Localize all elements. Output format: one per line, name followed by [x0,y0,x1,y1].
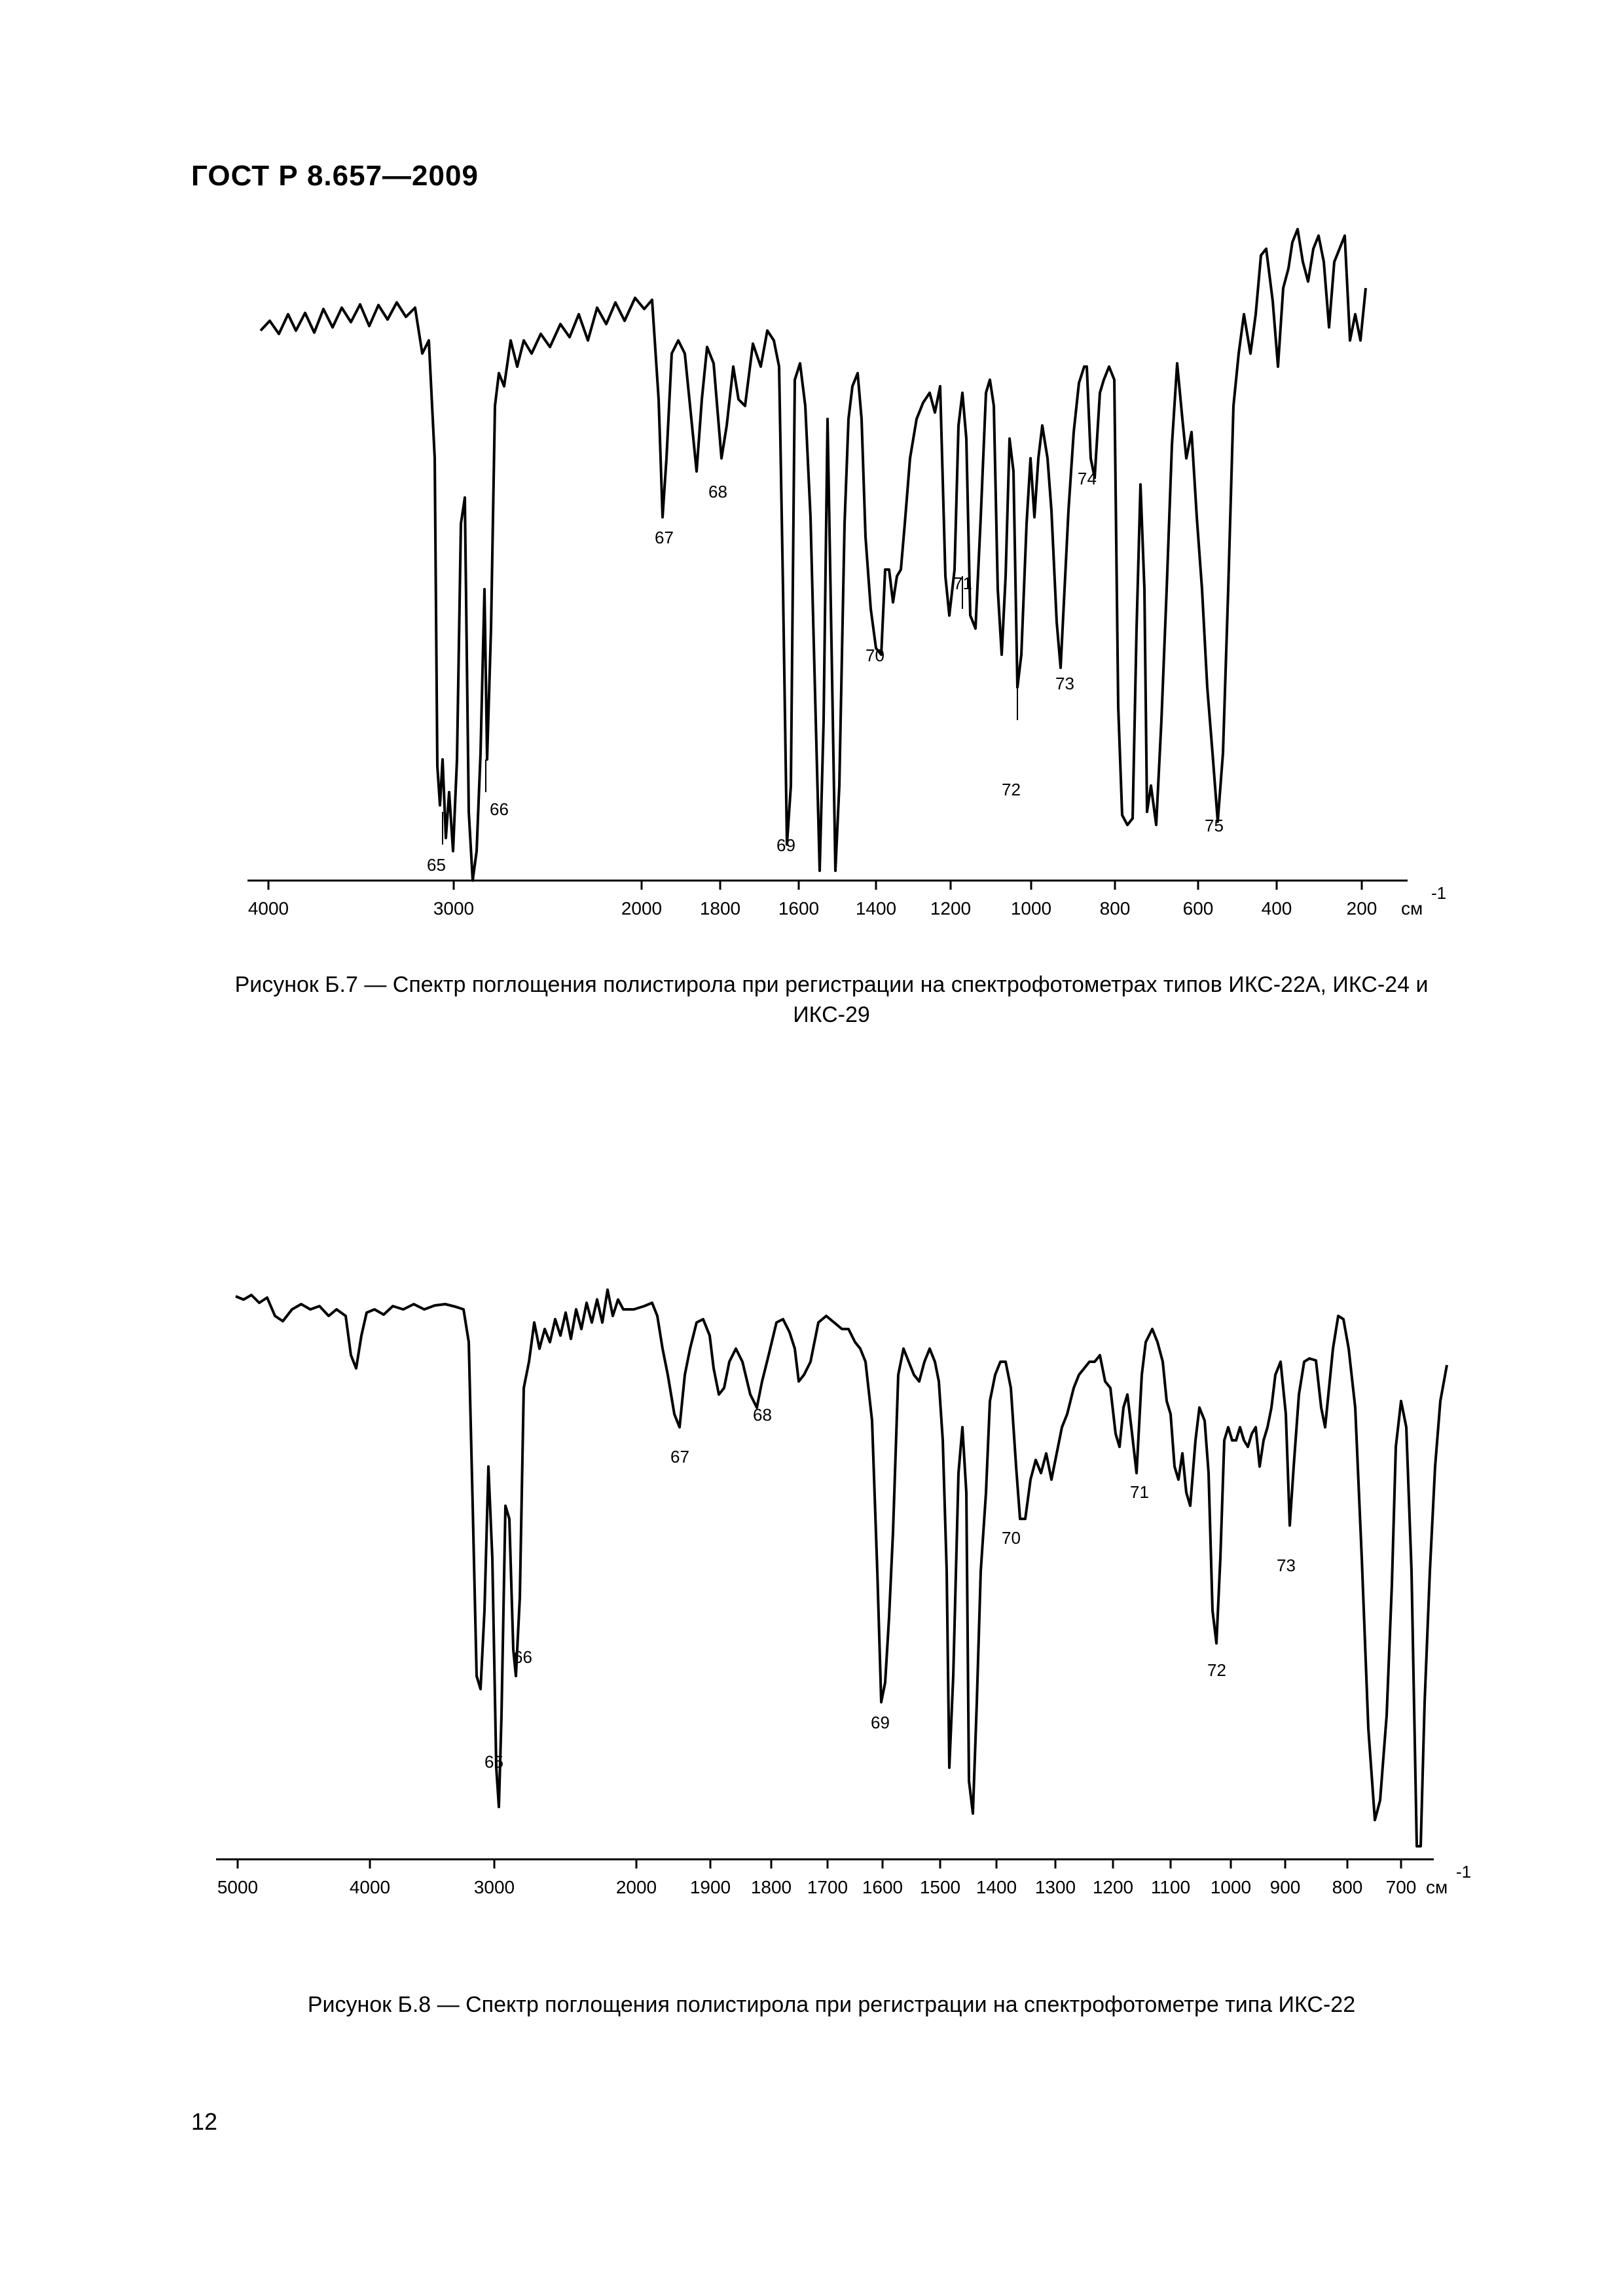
figure-caption-b8: Рисунок Б.8 — Спектр поглощения полистир… [307,1992,1356,2017]
peak-label: 72 [1207,1660,1226,1680]
x-tick-label: 400 [1262,898,1292,919]
x-tick-label: 2000 [621,898,662,919]
x-unit-label: см [1426,1877,1448,1897]
peak-marker: 70 [866,646,884,665]
peak-label: 66 [513,1647,532,1667]
x-tick-label: 900 [1270,1877,1301,1897]
peak-marker: 66 [513,1647,532,1667]
peak-label: 65 [484,1752,503,1772]
peak-marker: 71 [1130,1482,1149,1502]
x-tick-label: 1400 [976,1877,1017,1897]
x-tick-label: 1400 [856,898,896,919]
x-tick-label: 3000 [474,1877,515,1897]
spectrum-figure-b8: 65 66 67 68 69 70 71 72 73 5000 4000 3000 2000 1900 1… [216,1288,1471,1897]
figure-caption-b7: Рисунок Б.7 — Спектр поглощения полистир… [234,972,1429,1027]
peak-label: 67 [655,528,674,547]
x-tick-label: 1700 [807,1877,848,1897]
peak-label: 72 [1002,780,1021,799]
x-tick-label: 1200 [930,898,971,919]
peak-marker: 73 [1055,674,1074,693]
peak-marker: 74 [1078,469,1097,488]
x-unit-label: см [1401,898,1423,919]
peak-label: 73 [1055,674,1074,693]
x-tick-label: 1800 [751,1877,792,1897]
peak-marker: 68 [708,482,727,501]
x-tick-label: 1200 [1093,1877,1133,1897]
x-tick-label: 1600 [862,1877,903,1897]
x-tick-label: 1900 [690,1877,731,1897]
x-tick-label: 1800 [700,898,740,919]
peak-label: 70 [1002,1528,1021,1548]
peak-label: 65 [427,855,446,875]
peak-marker: 75 [1205,816,1224,835]
x-tick-label: 1300 [1035,1877,1076,1897]
x-tick-label: 700 [1386,1877,1417,1897]
peak-marker: 66 [485,759,509,819]
spectrum-figure-b7: 65 66 67 68 69 70 71 72 73 74 75 4000 3000 2000 1800 1… [247,228,1446,919]
x-tick-label: 1600 [778,898,819,919]
peak-marker: 67 [670,1447,689,1467]
x-tick-label: 3000 [433,898,474,919]
x-tick-label: 800 [1100,898,1131,919]
x-unit-superscript: -1 [1456,1862,1471,1882]
x-tick-label: 4000 [350,1877,390,1897]
peak-marker: 69 [776,835,795,855]
peak-marker: 73 [1277,1556,1296,1575]
peak-marker: 65 [484,1752,503,1772]
peak-label: 67 [670,1447,689,1467]
spectrum-curve-b7 [259,228,1367,882]
peak-marker: 71 [953,574,972,609]
peak-label: 71 [1130,1482,1149,1502]
peak-marker: 69 [871,1713,890,1732]
x-tick-label: 4000 [248,898,289,919]
peak-label: 73 [1277,1556,1296,1575]
x-tick-label: 1500 [920,1877,960,1897]
peak-marker: 67 [655,528,674,547]
peak-marker: 72 [1207,1660,1226,1680]
peak-label: 69 [871,1713,890,1732]
page-number: 12 [191,2108,218,2135]
peak-label: 75 [1205,816,1224,835]
x-tick-label: 1000 [1211,1877,1251,1897]
spectrum-curve-b8 [235,1288,1448,1848]
x-unit-superscript: -1 [1431,883,1446,903]
peak-label: 69 [776,835,795,855]
peak-marker: 68 [753,1405,772,1425]
x-tick-label: 200 [1347,898,1377,919]
x-tick-label: 1100 [1151,1877,1190,1897]
peak-marker: 72 [1002,687,1021,799]
document-header: ГОСТ Р 8.657—2009 [191,160,479,192]
peak-label: 68 [753,1405,772,1425]
x-tick-label: 5000 [217,1877,258,1897]
peak-marker: 70 [1002,1528,1021,1548]
peak-marker: 65 [427,812,446,875]
x-tick-label: 600 [1183,898,1214,919]
peak-label: 68 [708,482,727,501]
peak-label: 71 [953,574,972,593]
x-tick-label: 2000 [616,1877,657,1897]
peak-label: 66 [490,799,509,819]
x-tick-label: 1000 [1011,898,1051,919]
x-tick-label: 800 [1332,1877,1363,1897]
peak-label: 74 [1078,469,1097,488]
peak-label: 70 [866,646,884,665]
